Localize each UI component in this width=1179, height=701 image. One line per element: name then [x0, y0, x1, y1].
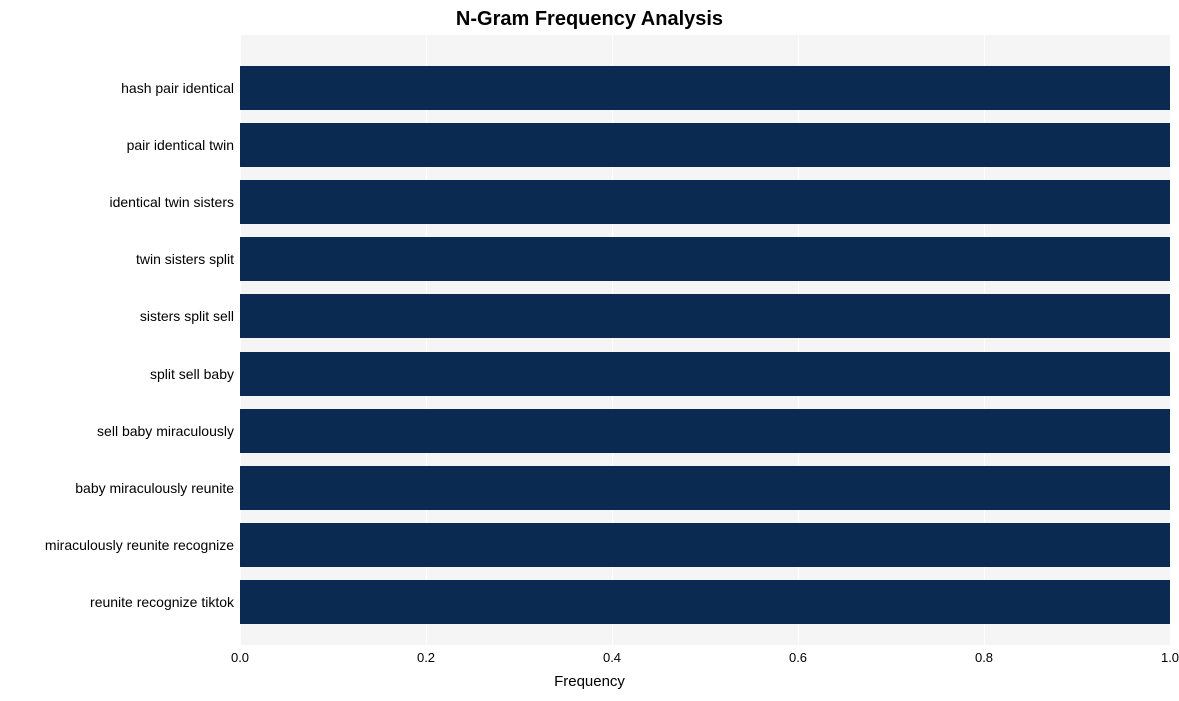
- y-axis-label: sell baby miraculously: [4, 423, 234, 439]
- y-axis-label: identical twin sisters: [4, 194, 234, 210]
- x-axis-label: Frequency: [0, 673, 1179, 690]
- bar: [240, 66, 1170, 110]
- x-tick-label: 0.2: [417, 650, 435, 665]
- grid-line: [1170, 35, 1171, 645]
- bar: [240, 180, 1170, 224]
- ngram-chart: N-Gram Frequency Analysis hash pair iden…: [0, 0, 1179, 701]
- plot-area: [240, 35, 1170, 645]
- y-axis-label: sisters split sell: [4, 308, 234, 324]
- bar: [240, 352, 1170, 396]
- bar: [240, 580, 1170, 624]
- y-axis-label: miraculously reunite recognize: [4, 537, 234, 553]
- x-tick-label: 0.6: [789, 650, 807, 665]
- x-tick-label: 1.0: [1161, 650, 1179, 665]
- bar: [240, 409, 1170, 453]
- y-axis-label: twin sisters split: [4, 251, 234, 267]
- x-tick-label: 0.4: [603, 650, 621, 665]
- y-axis-label: split sell baby: [4, 366, 234, 382]
- chart-title: N-Gram Frequency Analysis: [0, 8, 1179, 31]
- bar: [240, 237, 1170, 281]
- bar: [240, 523, 1170, 567]
- x-tick-label: 0.0: [231, 650, 249, 665]
- bar: [240, 466, 1170, 510]
- y-axis-label: baby miraculously reunite: [4, 480, 234, 496]
- bar: [240, 123, 1170, 167]
- y-axis-label: reunite recognize tiktok: [4, 594, 234, 610]
- y-axis-label: hash pair identical: [4, 80, 234, 96]
- bar: [240, 294, 1170, 338]
- y-axis-label: pair identical twin: [4, 137, 234, 153]
- x-tick-label: 0.8: [975, 650, 993, 665]
